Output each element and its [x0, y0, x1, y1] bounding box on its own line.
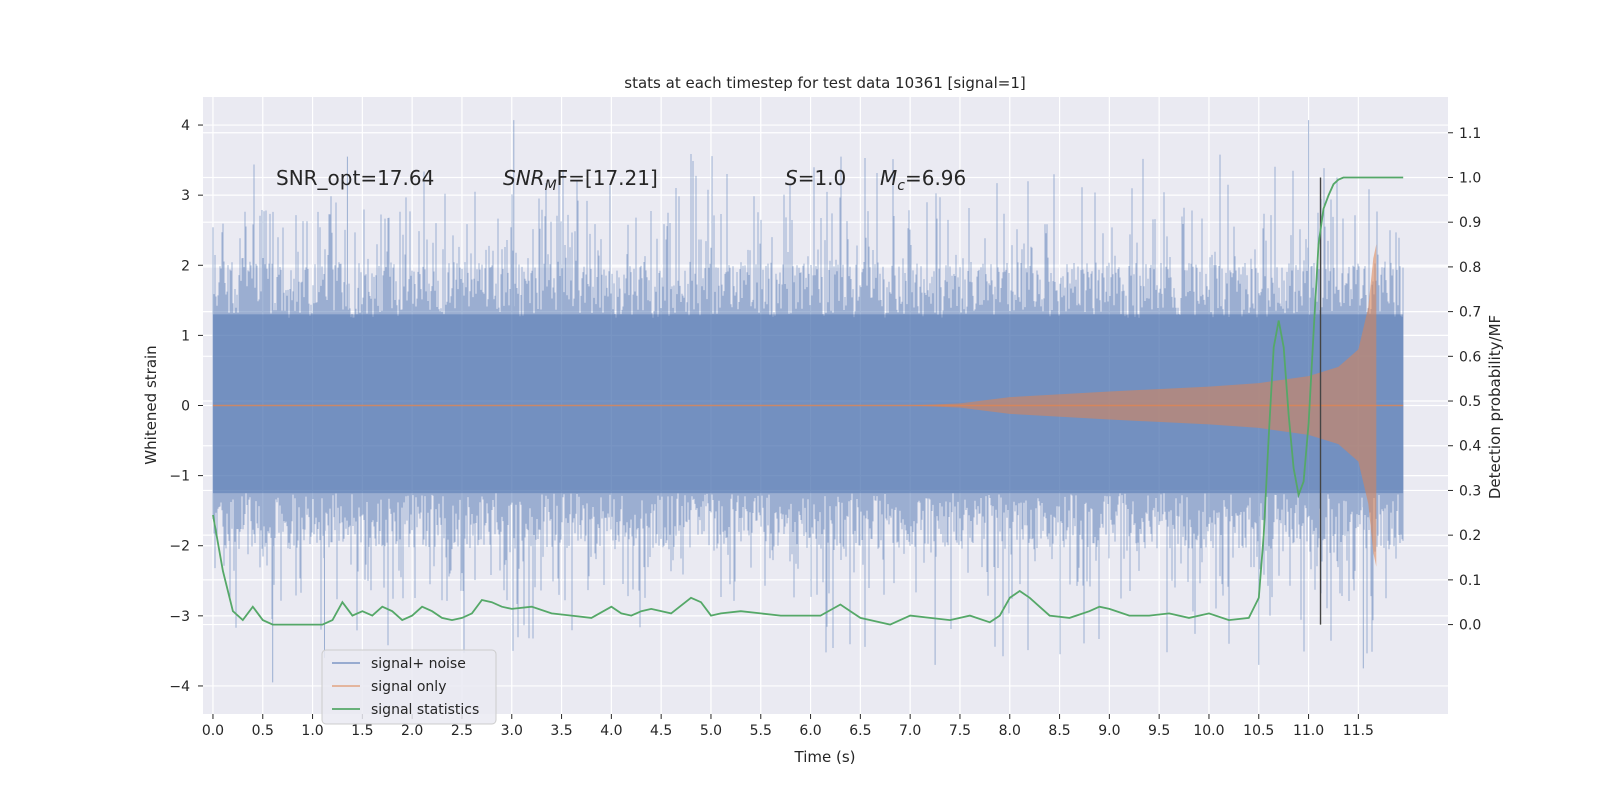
x-tick-label: 10.0: [1193, 723, 1224, 739]
x-tick-label: 3.5: [550, 723, 572, 739]
x-tick-label: 8.5: [1048, 723, 1070, 739]
x-tick-label: 11.0: [1293, 723, 1324, 739]
x-tick-label: 6.0: [799, 723, 821, 739]
y2-tick-label: 1.1: [1459, 126, 1481, 142]
annotation-s-value: =1.0: [798, 166, 847, 190]
series-signal-only: [212, 244, 1404, 567]
y-tick-label: 3: [181, 188, 190, 204]
series-signal-statistics: [212, 176, 1404, 626]
y2-tick-label: 0.5: [1459, 394, 1481, 410]
y2-tick-label: 0.3: [1459, 483, 1481, 499]
x-tick-label: 0.5: [252, 723, 274, 739]
y2-tick-label: 0.8: [1459, 260, 1481, 276]
x-tick-label: 7.0: [899, 723, 921, 739]
x-tick-label: 5.5: [750, 723, 772, 739]
legend: signal+ noise signal only signal statist…: [321, 649, 497, 725]
y-axis-label: Whitened strain: [142, 345, 160, 464]
annotation-mc-symbol: M: [880, 166, 897, 190]
annotation-snr-mf: SNRMF=[17.21]: [503, 166, 658, 194]
x-tick-label: 6.5: [849, 723, 871, 739]
y2-tick-label: 0.2: [1459, 528, 1481, 544]
y-tick-label: −4: [169, 679, 190, 695]
annotations: SNR_opt=17.64 SNRMF=[17.21] S=1.0 Mc=6.9…: [276, 166, 966, 194]
legend-box: [321, 649, 497, 725]
y2-tick-label: 0.4: [1459, 439, 1481, 455]
y-tick-label: −1: [169, 469, 190, 485]
x-tick-label: 1.0: [301, 723, 323, 739]
annotation-s-symbol: S: [785, 166, 798, 190]
y-tick-label: 2: [181, 258, 190, 274]
x-tick-label: 0.0: [202, 723, 224, 739]
x-tick-label: 4.5: [650, 723, 672, 739]
x-tick-label: 10.5: [1243, 723, 1274, 739]
annotation-snr-opt: SNR_opt=17.64: [276, 166, 434, 190]
annotation-mc-subscript: c: [897, 178, 905, 194]
x-tick-label: 2.5: [451, 723, 473, 739]
legend-label-signal-only: signal only: [371, 679, 446, 695]
x-tick-label: 2.0: [401, 723, 423, 739]
y-tick-label: 1: [181, 328, 190, 344]
annotation-snr-mf-value: F=[17.21]: [557, 166, 658, 190]
y2-tick-label: 0.7: [1459, 305, 1481, 321]
y2-tick-label: 0.1: [1459, 573, 1481, 589]
y2-tick-label: 1.0: [1459, 170, 1481, 186]
legend-label-signal-plus-noise: signal+ noise: [371, 656, 466, 672]
x-tick-label: 4.0: [600, 723, 622, 739]
x-tick-label: 9.0: [1098, 723, 1120, 739]
y2-axis-ticks: 1.1 1.0 0.9 0.8 0.7 0.6 0.5 0.4 0.3 0.2 0.1 0.0: [1448, 126, 1481, 634]
x-tick-label: 1.5: [351, 723, 373, 739]
y-tick-label: −3: [169, 609, 190, 625]
x-tick-label: 7.5: [949, 723, 971, 739]
y-tick-label: −2: [169, 539, 190, 555]
x-axis-ticks: 0.0 0.5 1.0 1.5 2.0 2.5 3.0 3.5 4.0 4.5 5.0 5.5 6.0 6…: [202, 714, 1374, 739]
x-tick-label: 11.5: [1343, 723, 1374, 739]
signal-statistics-line: [212, 176, 1404, 626]
annotation-s: S=1.0: [785, 166, 846, 190]
y-tick-label: 4: [181, 118, 190, 134]
y2-axis-label: Detection probability/MF: [1486, 315, 1504, 499]
y-axis-ticks: 4 3 2 1 0 −1 −2 −3 −4: [169, 118, 203, 695]
y2-tick-label: 0.6: [1459, 349, 1481, 365]
annotation-mc: Mc=6.96: [880, 166, 966, 194]
y2-tick-label: 0.0: [1459, 618, 1481, 634]
x-tick-label: 9.5: [1148, 723, 1170, 739]
annotation-snr-mf-subscript: M: [545, 178, 557, 194]
x-axis-label: Time (s): [794, 748, 856, 766]
annotation-snr-mf-symbol: SNR: [503, 166, 545, 190]
y2-tick-label: 0.9: [1459, 215, 1481, 231]
chart-title: stats at each timestep for test data 103…: [624, 74, 1025, 92]
y-tick-label: 0: [181, 399, 190, 415]
x-tick-label: 5.0: [700, 723, 722, 739]
annotation-mc-value: =6.96: [905, 166, 966, 190]
legend-label-signal-statistics: signal statistics: [371, 702, 479, 718]
x-tick-label: 3.0: [501, 723, 523, 739]
x-tick-label: 8.0: [999, 723, 1021, 739]
